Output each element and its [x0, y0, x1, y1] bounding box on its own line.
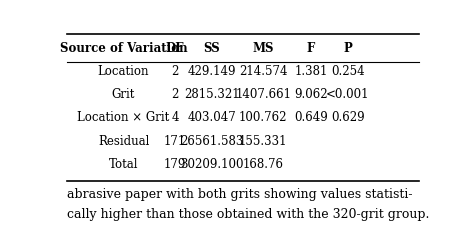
Text: 429.149: 429.149	[187, 65, 236, 78]
Text: 214.574: 214.574	[239, 65, 287, 78]
Text: 179: 179	[164, 158, 186, 171]
Text: Residual: Residual	[98, 135, 149, 148]
Text: P: P	[343, 42, 352, 55]
Text: 26561.583: 26561.583	[180, 135, 243, 148]
Text: 168.76: 168.76	[243, 158, 283, 171]
Text: 0.629: 0.629	[331, 111, 365, 124]
Text: 403.047: 403.047	[187, 111, 236, 124]
Text: SS: SS	[203, 42, 220, 55]
Text: 2: 2	[171, 65, 179, 78]
Text: 1.381: 1.381	[294, 65, 328, 78]
Text: 100.762: 100.762	[239, 111, 287, 124]
Text: Grit: Grit	[112, 88, 135, 101]
Text: 2: 2	[171, 88, 179, 101]
Text: DF: DF	[166, 42, 184, 55]
Text: Location: Location	[98, 65, 149, 78]
Text: 171: 171	[164, 135, 186, 148]
Text: 0.649: 0.649	[294, 111, 328, 124]
Text: 2815.321: 2815.321	[184, 88, 239, 101]
Text: 155.331: 155.331	[239, 135, 287, 148]
Text: Location × Grit: Location × Grit	[77, 111, 170, 124]
Text: 30209.100: 30209.100	[180, 158, 244, 171]
Text: 4: 4	[171, 111, 179, 124]
Text: abrasive paper with both grits showing values statisti-: abrasive paper with both grits showing v…	[66, 188, 412, 201]
Text: 1407.661: 1407.661	[235, 88, 291, 101]
Text: F: F	[307, 42, 315, 55]
Text: <0.001: <0.001	[326, 88, 369, 101]
Text: cally higher than those obtained with the 320-grit group.: cally higher than those obtained with th…	[66, 208, 429, 221]
Text: MS: MS	[252, 42, 274, 55]
Text: 0.254: 0.254	[331, 65, 365, 78]
Text: Total: Total	[109, 158, 138, 171]
Text: Source of Variation: Source of Variation	[60, 42, 187, 55]
Text: 9.062: 9.062	[294, 88, 328, 101]
